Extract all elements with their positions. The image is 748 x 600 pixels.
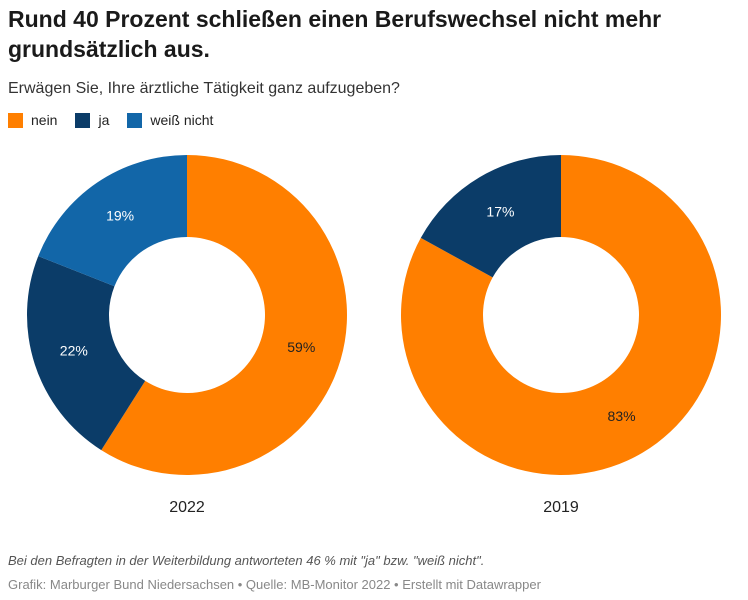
credit: Grafik: Marburger Bund Niedersachsen • Q… [8,577,541,592]
legend-swatch [127,112,143,128]
chart-title: 2022 [169,499,205,516]
legend: nein ja weiß nicht [8,112,213,128]
data-label: 17% [486,203,514,219]
legend-label: weiß nicht [150,112,214,128]
data-label: 22% [60,342,88,358]
donut-slice [101,155,347,475]
legend-swatch [8,112,23,128]
donut-slice [400,155,721,475]
legend-label: ja [98,112,110,128]
data-label: 59% [287,339,315,355]
legend-item: ja [75,112,109,128]
data-label: 83% [608,408,636,424]
note: Bei den Befragten in der Weiterbildung a… [8,553,485,568]
title: Rund 40 Prozent schließen einen Berufswe… [8,6,662,62]
donut-slice [27,256,146,451]
legend-label: nein [31,112,58,128]
donut-slice [420,155,561,278]
data-label: 19% [106,207,134,223]
chart-title: 2019 [543,499,579,516]
donut-slice [38,155,187,287]
legend-item: weiß nicht [127,112,213,128]
legend-item: nein [8,112,57,128]
subtitle: Erwägen Sie, Ihre ärztliche Tätigkeit ga… [8,80,400,97]
charts: 59% 22% 19% 2022 83% 17% 2019 [27,155,721,516]
legend-swatch [75,112,91,128]
